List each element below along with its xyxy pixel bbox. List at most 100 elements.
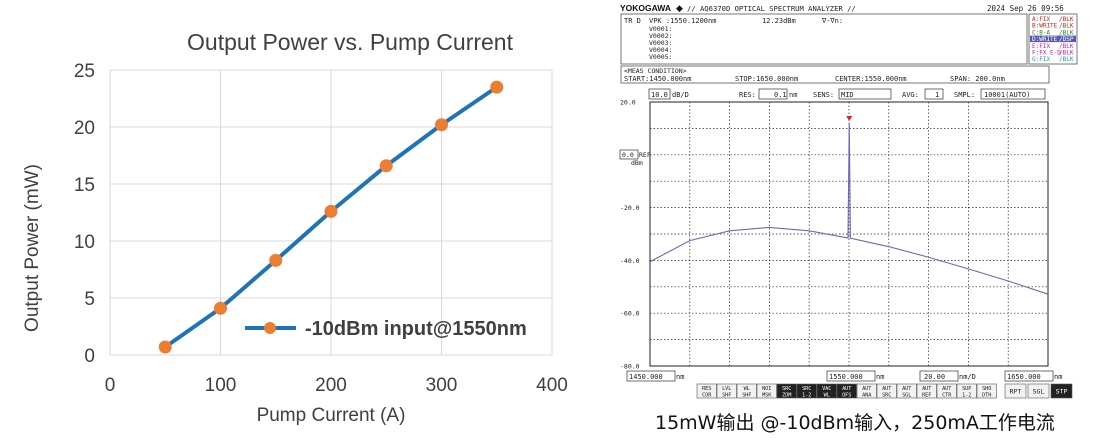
marker-row: V0002: (649, 32, 672, 40)
marker-row: V0005: (649, 53, 672, 61)
marker-row: V0001: (649, 25, 672, 33)
trace-name[interactable]: E:FIX (1032, 43, 1050, 50)
smpl-box[interactable] (980, 88, 1046, 100)
svg-text:1-2: 1-2 (802, 393, 811, 399)
data-point (269, 253, 283, 267)
spectrum-plot: 20.0 -20.0 -40.0 -60.0 -80.0 (620, 99, 1049, 371)
chart-grid (109, 69, 553, 356)
svg-text:MSK: MSK (762, 393, 772, 399)
chart-background (0, 0, 588, 447)
x-stop-box[interactable] (1004, 370, 1054, 382)
svg-text:AUT: AUT (922, 386, 931, 392)
y-tick-label: 20 (74, 118, 95, 139)
svg-text:RPT: RPT (1010, 388, 1022, 396)
x-start-value: 1450.000 (629, 373, 663, 381)
svg-text:SRC: SRC (882, 393, 891, 399)
svg-text:RES: RES (702, 386, 711, 392)
action-button-sgl[interactable]: SGL (1027, 383, 1050, 399)
trace-name[interactable]: G:FIX (1032, 56, 1050, 63)
scale-value: 10.0 (651, 91, 668, 99)
center-wavelength: CENTER:1550.000nm (835, 75, 907, 83)
trace-highlight (1030, 35, 1076, 43)
svg-text:NOI: NOI (762, 386, 771, 392)
chart-labels: 0 5 10 15 20 25 0 100 200 300 400 (74, 61, 568, 396)
osa-y-tick: -60.0 (620, 310, 640, 318)
svg-text:SHF: SHF (742, 393, 751, 399)
osa-y-tick: -80.0 (620, 363, 640, 371)
osa-y-tick: -20.0 (620, 204, 640, 212)
x-start-box[interactable] (626, 370, 676, 382)
peak-level: 12.23dBm (762, 17, 796, 25)
y-tick-label: 0 (84, 346, 95, 367)
svg-text:AUT: AUT (902, 386, 911, 392)
sens-label: SENS: (813, 91, 834, 99)
data-point (158, 340, 172, 354)
svg-text:SUP: SUP (962, 386, 971, 392)
trace-name[interactable]: D:WRITE (1032, 36, 1058, 43)
svg-text:DTH: DTH (982, 393, 991, 399)
svg-text:1-2: 1-2 (962, 393, 971, 399)
action-button-rpt[interactable]: RPT (1004, 383, 1027, 399)
y-axis-label: Output Power (mW) (22, 164, 43, 332)
trace-name[interactable]: A:FIX (1032, 16, 1050, 23)
ref-box[interactable] (619, 149, 639, 160)
trace-label: TR D (624, 17, 641, 25)
svg-text:VAC: VAC (822, 386, 831, 392)
res-unit: nm (789, 91, 797, 99)
avg-box[interactable] (924, 88, 944, 100)
trace-name[interactable]: C:B-A (1032, 29, 1050, 36)
data-point (435, 118, 448, 132)
x-axis-label: Pump Current (A) (257, 405, 406, 426)
x-div-box[interactable] (919, 370, 959, 382)
res-label: RES: (739, 91, 756, 99)
svg-text:STP: STP (1056, 388, 1068, 396)
trace-name[interactable]: F:FX E-D (1032, 50, 1061, 57)
y-tick-label: 10 (74, 232, 95, 253)
trace-state: /BLK (1059, 56, 1074, 63)
meas-condition-panel (620, 65, 1050, 84)
svg-text:ZOM: ZOM (782, 393, 791, 399)
legend-label: -10dBm input@1550nm (305, 318, 527, 340)
svg-text:SGL: SGL (1033, 388, 1045, 396)
sens-box[interactable] (838, 88, 892, 100)
svg-text:AUT: AUT (942, 386, 951, 392)
svg-text:LVL: LVL (722, 386, 731, 392)
trace-state: /DSP (1059, 36, 1074, 43)
start-wavelength: START:1450.000nm (624, 75, 691, 83)
meas-condition-title: <MEAS CONDITION> (624, 67, 687, 75)
x-tick-label: 300 (426, 375, 458, 396)
x-stop-value: 1650.000 (1007, 373, 1041, 381)
svg-text:CTR: CTR (942, 393, 952, 399)
marker-row: V0004: (649, 46, 672, 54)
x-center-box[interactable] (826, 370, 876, 382)
chart-title: Output Power vs. Pump Current (187, 29, 514, 55)
action-button-stp[interactable]: STP (1050, 383, 1073, 399)
osa-y-tick: -40.0 (620, 257, 640, 265)
res-box[interactable] (758, 88, 788, 100)
trace-name[interactable]: B:WRITE (1032, 23, 1058, 30)
trace-state: /BLK (1059, 23, 1074, 30)
scale-unit: dB/D (672, 91, 689, 99)
x-div-unit: nm/D (959, 373, 976, 381)
x-stop-unit: nm (1054, 373, 1062, 381)
res-value: 0.1 (774, 91, 787, 99)
svg-text:SRC: SRC (782, 386, 791, 392)
svg-text:REF: REF (922, 393, 931, 399)
scale-box[interactable] (648, 88, 671, 100)
x-tick-label: 100 (205, 375, 237, 396)
